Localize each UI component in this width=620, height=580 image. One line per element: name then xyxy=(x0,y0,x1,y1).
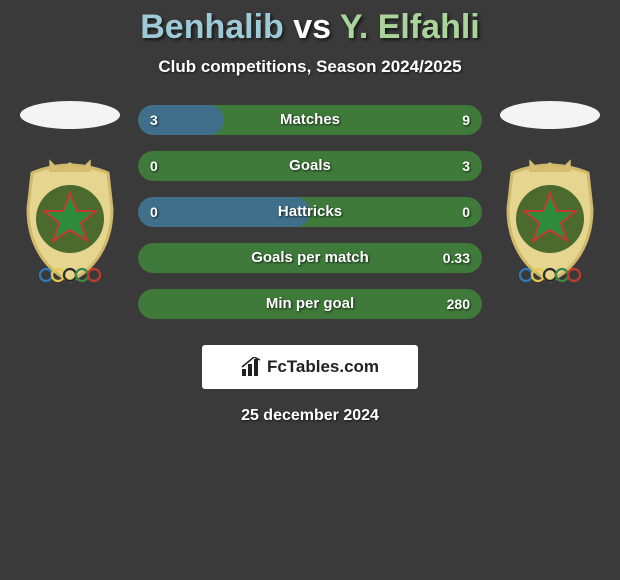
brand-text: FcTables.com xyxy=(267,357,379,377)
comparison-title: Benhalib vs Y. Elfahli xyxy=(0,8,620,47)
player2-club-badge xyxy=(500,159,600,287)
brand-box: FcTables.com xyxy=(202,345,418,389)
stat-label: Min per goal xyxy=(138,289,482,319)
date-text: 25 december 2024 xyxy=(0,407,620,425)
content-area: 39Matches 03Goals 00Hattricks 0.33Goals per… xyxy=(0,105,620,335)
player1-avatar-placeholder xyxy=(20,101,120,129)
left-side xyxy=(10,105,130,287)
header: Benhalib vs Y. Elfahli Club competitions… xyxy=(0,0,620,77)
player2-avatar-placeholder xyxy=(500,101,600,129)
subtitle: Club competitions, Season 2024/2025 xyxy=(0,57,620,77)
stat-row: 0.33Goals per match xyxy=(138,243,482,273)
stat-label: Hattricks xyxy=(138,197,482,227)
stat-row: 03Goals xyxy=(138,151,482,181)
player1-name: Benhalib xyxy=(140,8,284,46)
player2-name: Y. Elfahli xyxy=(340,8,480,46)
chart-icon xyxy=(241,357,263,377)
stat-label: Matches xyxy=(138,105,482,135)
stat-bars: 39Matches 03Goals 00Hattricks 0.33Goals per… xyxy=(130,105,490,335)
stat-label: Goals per match xyxy=(138,243,482,273)
player1-club-badge xyxy=(20,159,120,287)
right-side xyxy=(490,105,610,287)
stat-row: 39Matches xyxy=(138,105,482,135)
stat-row: 00Hattricks xyxy=(138,197,482,227)
stat-label: Goals xyxy=(138,151,482,181)
vs-separator: vs xyxy=(284,8,340,46)
stat-row: 280Min per goal xyxy=(138,289,482,319)
